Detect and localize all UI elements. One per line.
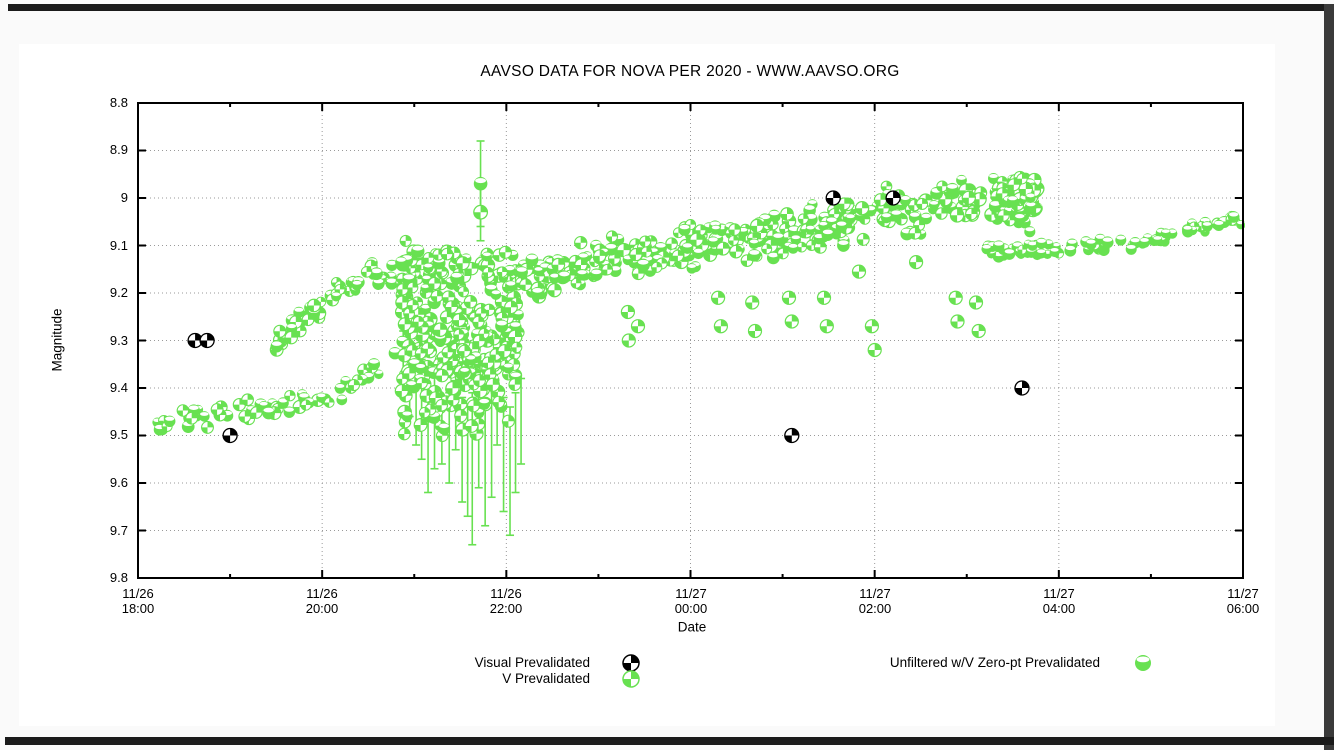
window-border-bottom	[5, 737, 1334, 745]
visual-data-point	[825, 190, 841, 206]
y-tick-label: 9.1	[109, 238, 128, 253]
grid-lines	[138, 103, 1243, 578]
legend-symbol-v-icon	[622, 670, 640, 688]
plot-frame-and-ticks	[137, 102, 1244, 579]
x-tick-label: 11/27 04:00	[1042, 586, 1076, 616]
chart-panel	[19, 44, 1275, 726]
legend-label-visual: Visual Prevalidated	[474, 655, 590, 670]
x-axis-title: Date	[677, 619, 707, 635]
y-tick-label: 9.6	[109, 475, 128, 490]
visual-data-point	[199, 332, 215, 349]
y-tick-label: 9.7	[109, 523, 128, 538]
x-tick-label: 11/27 06:00	[1226, 586, 1260, 616]
x-tick-label: 11/27 00:00	[674, 586, 708, 616]
y-tick-label: 9.2	[109, 285, 128, 300]
green-series-points	[152, 170, 1245, 443]
visual-data-point	[784, 427, 800, 444]
legend-label-unfiltered: Unfiltered w/V Zero-pt Prevalidated	[889, 655, 1100, 670]
visual-data-point	[1014, 380, 1030, 396]
x-tick-label: 11/27 02:00	[858, 586, 892, 616]
legend-symbol-unfiltered-icon	[1135, 655, 1151, 671]
y-tick-label: 9.5	[109, 427, 128, 442]
legend-label-v: V Prevalidated	[502, 671, 590, 686]
x-tick-label: 11/26 20:00	[305, 586, 339, 616]
y-tick-label: 9.4	[109, 380, 128, 395]
x-tick-label: 11/26 18:00	[121, 586, 155, 616]
y-tick-label: 9.3	[109, 333, 128, 348]
window-border-top	[8, 4, 1334, 11]
y-tick-label: 8.9	[109, 142, 128, 157]
chart-title: AAVSO DATA FOR NOVA PER 2020 - WWW.AAVSO…	[480, 63, 900, 80]
y-tick-label: 9	[120, 190, 128, 205]
y-tick-label: 8.8	[109, 95, 128, 110]
x-tick-label: 11/26 22:00	[489, 586, 523, 616]
window-border-right	[1324, 4, 1334, 750]
visual-data-point	[222, 427, 238, 444]
y-tick-label: 9.8	[109, 570, 128, 585]
visual-data-point	[885, 190, 901, 206]
